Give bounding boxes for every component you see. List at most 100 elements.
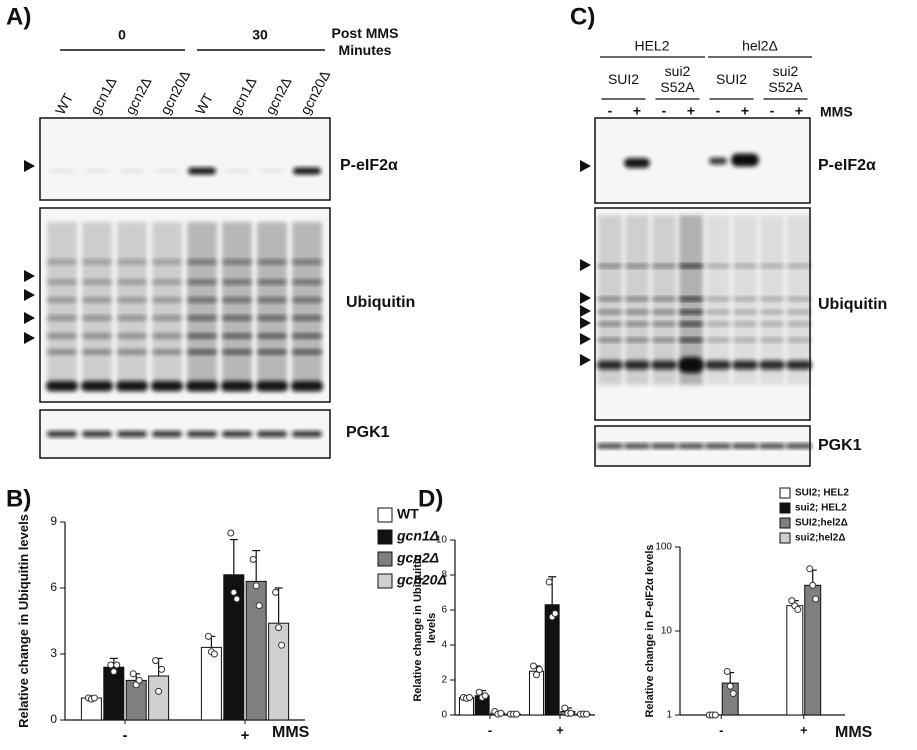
- band: [624, 443, 650, 449]
- data-point: [729, 690, 737, 698]
- band: [732, 443, 758, 449]
- band: [652, 310, 676, 314]
- band: [187, 297, 217, 303]
- band: [760, 297, 784, 301]
- legend-swatch: [779, 532, 791, 544]
- legend-swatch: [377, 551, 393, 567]
- bar: [148, 675, 170, 721]
- data-point: [255, 602, 263, 610]
- band: [625, 322, 649, 326]
- legend-label: sui2; HEL2: [795, 503, 847, 514]
- y-tick-label: 0: [50, 712, 57, 726]
- data-point: [535, 666, 543, 673]
- band: [625, 310, 649, 314]
- data-point: [210, 650, 218, 658]
- allele: sui2 S52A: [660, 63, 695, 95]
- data-point: [481, 692, 489, 700]
- lane-label: gcn2Δ: [122, 75, 155, 118]
- band: [257, 349, 287, 355]
- data-point: [272, 588, 280, 596]
- band: [651, 443, 677, 449]
- band: [47, 259, 77, 265]
- data-point: [561, 704, 569, 712]
- lane-label: WT: [52, 90, 77, 117]
- treatment: +: [687, 103, 695, 119]
- data-point: [275, 624, 283, 632]
- legend-label: WT: [397, 506, 419, 522]
- band: [760, 310, 784, 314]
- band: [257, 315, 287, 321]
- band: [598, 297, 622, 301]
- band: [222, 297, 252, 303]
- band: [293, 167, 321, 175]
- data-point: [252, 582, 260, 590]
- band: [706, 297, 730, 301]
- arrowhead: [24, 160, 35, 172]
- y-tick-label: 6: [441, 605, 447, 616]
- timepoint-title: Post MMS Minutes: [331, 25, 399, 58]
- y-axis-title: Relative change in P-eIF2α levels: [644, 544, 656, 718]
- strain: hel2Δ: [742, 38, 778, 54]
- band: [50, 169, 74, 173]
- blot-label: Ubiquitin: [346, 294, 415, 311]
- band: [292, 349, 322, 355]
- band: [257, 297, 287, 303]
- band: [292, 315, 322, 321]
- legend-swatch: [779, 502, 791, 514]
- band: [47, 349, 77, 355]
- y-tick-label: 3: [50, 646, 57, 660]
- x-tick-label: +: [556, 722, 564, 737]
- band: [706, 310, 730, 314]
- band: [82, 279, 112, 285]
- band: [706, 264, 730, 268]
- arrowhead: [24, 270, 35, 282]
- band: [257, 279, 287, 285]
- data-point: [806, 565, 814, 573]
- treatment: +: [633, 103, 641, 119]
- x-tick-label: -: [488, 722, 492, 737]
- band: [117, 259, 147, 265]
- band: [81, 381, 113, 391]
- allele: SUI2: [715, 71, 748, 87]
- arrowhead: [24, 289, 35, 301]
- treatment: -: [770, 103, 775, 119]
- band: [117, 333, 147, 339]
- band: [652, 322, 676, 326]
- data-point: [249, 555, 257, 563]
- band: [731, 153, 759, 167]
- smear: [117, 222, 147, 392]
- band: [679, 297, 703, 301]
- y-tick-label: 100: [655, 542, 672, 553]
- blot-label: P-eIF2α: [818, 157, 876, 174]
- arrowhead: [580, 333, 591, 345]
- band: [47, 279, 77, 285]
- blot-label: P-eIF2α: [340, 157, 398, 174]
- y-tick-label: 10: [661, 626, 673, 637]
- lane-label: gcn20Δ: [157, 68, 193, 117]
- band: [705, 443, 731, 449]
- band: [187, 259, 217, 265]
- band: [679, 322, 703, 326]
- band: [652, 264, 676, 268]
- blot-label: Ubiquitin: [818, 296, 887, 313]
- band: [652, 338, 676, 342]
- band: [705, 360, 731, 370]
- y-tick-label: 10: [436, 535, 448, 546]
- data-point: [155, 687, 163, 695]
- data-point: [90, 694, 98, 702]
- band: [120, 169, 144, 173]
- data-point: [233, 595, 241, 603]
- band: [679, 310, 703, 314]
- band: [733, 322, 757, 326]
- band: [733, 338, 757, 342]
- y-tick-label: 9: [50, 514, 57, 528]
- data-point: [230, 588, 238, 596]
- band: [116, 381, 148, 391]
- data-point: [278, 641, 286, 649]
- band: [222, 259, 252, 265]
- band: [787, 310, 811, 314]
- allele: SUI2: [607, 71, 640, 87]
- band: [82, 333, 112, 339]
- band: [85, 169, 109, 173]
